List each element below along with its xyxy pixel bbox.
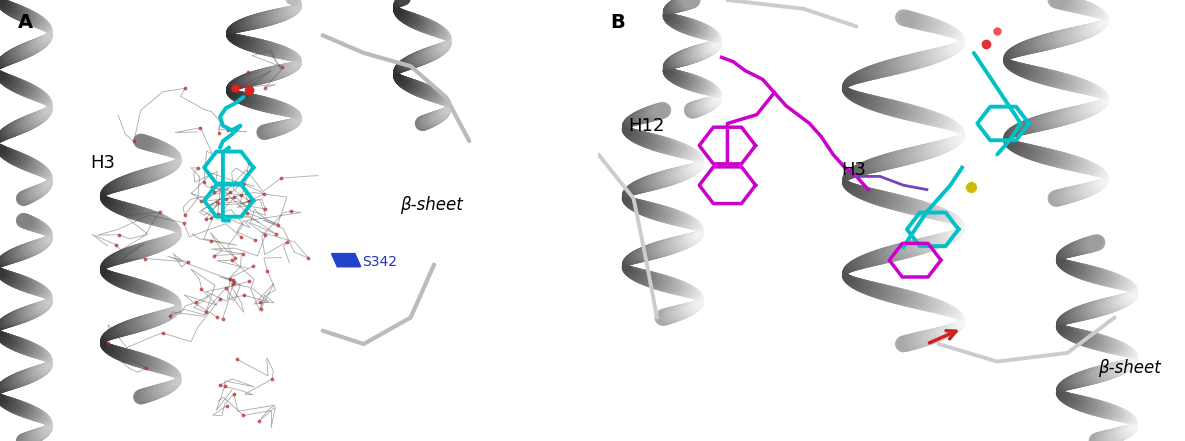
Text: H3: H3 [90, 154, 115, 172]
Text: H12: H12 [628, 117, 665, 135]
Text: B: B [610, 13, 624, 32]
Polygon shape [332, 254, 360, 267]
Text: H3: H3 [841, 161, 866, 179]
Text: β-sheet: β-sheet [399, 196, 462, 214]
Text: S342: S342 [363, 255, 397, 269]
Text: β-sheet: β-sheet [1097, 359, 1160, 377]
Text: A: A [18, 13, 33, 32]
